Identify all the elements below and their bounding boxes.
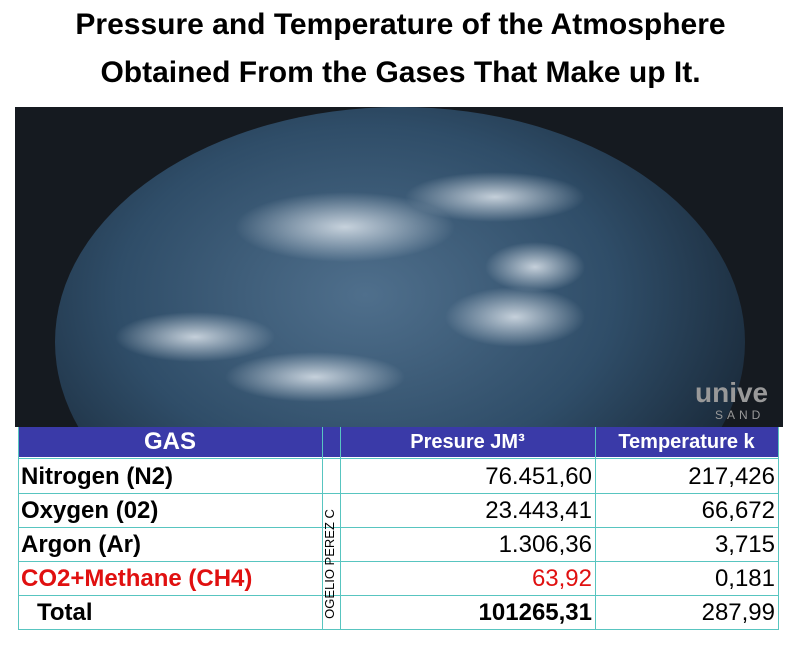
gas-name: Total: [37, 599, 93, 626]
gas-name: CO2+Methane (CH4): [21, 565, 253, 592]
column-header: GAS: [18, 427, 322, 457]
value: 3,715: [714, 531, 775, 558]
planet-image: unive SAND: [15, 107, 783, 427]
value: 287,99: [701, 599, 775, 626]
value: 76.451,60: [485, 463, 592, 490]
value: 66,672: [701, 497, 775, 524]
column-line: [778, 427, 779, 630]
row-line: [18, 561, 778, 562]
row-line: [18, 595, 778, 596]
watermark: SAND: [715, 408, 764, 422]
value: 1.306,36: [498, 531, 592, 558]
column-line: [322, 427, 323, 630]
side-label: OGELIO PEREZ C: [322, 509, 337, 619]
value: 101265,31: [478, 599, 592, 626]
watermark: unive: [695, 377, 768, 408]
column-header: Temperature k: [595, 427, 778, 457]
column-line: [18, 427, 19, 630]
page: Pressure and Temperature of the Atmosphe…: [15, 8, 783, 630]
column-line: [595, 427, 596, 630]
value: 217,426: [688, 463, 775, 490]
gas-name: Oxygen (02): [21, 497, 159, 524]
row-line: [18, 527, 778, 528]
value: 0,181: [714, 565, 775, 592]
title: Obtained From the Gases That Make up It.: [100, 56, 701, 89]
title: Pressure and Temperature of the Atmosphe…: [75, 8, 726, 41]
column-line: [340, 427, 341, 630]
gas-name: Argon (Ar): [21, 531, 141, 558]
gas-name: Nitrogen (N2): [21, 463, 173, 490]
value: 63,92: [531, 565, 592, 592]
column-header: Presure JM³: [340, 427, 595, 457]
row-line: [18, 493, 778, 494]
value: 23.443,41: [485, 497, 592, 524]
row-line: [18, 458, 778, 459]
